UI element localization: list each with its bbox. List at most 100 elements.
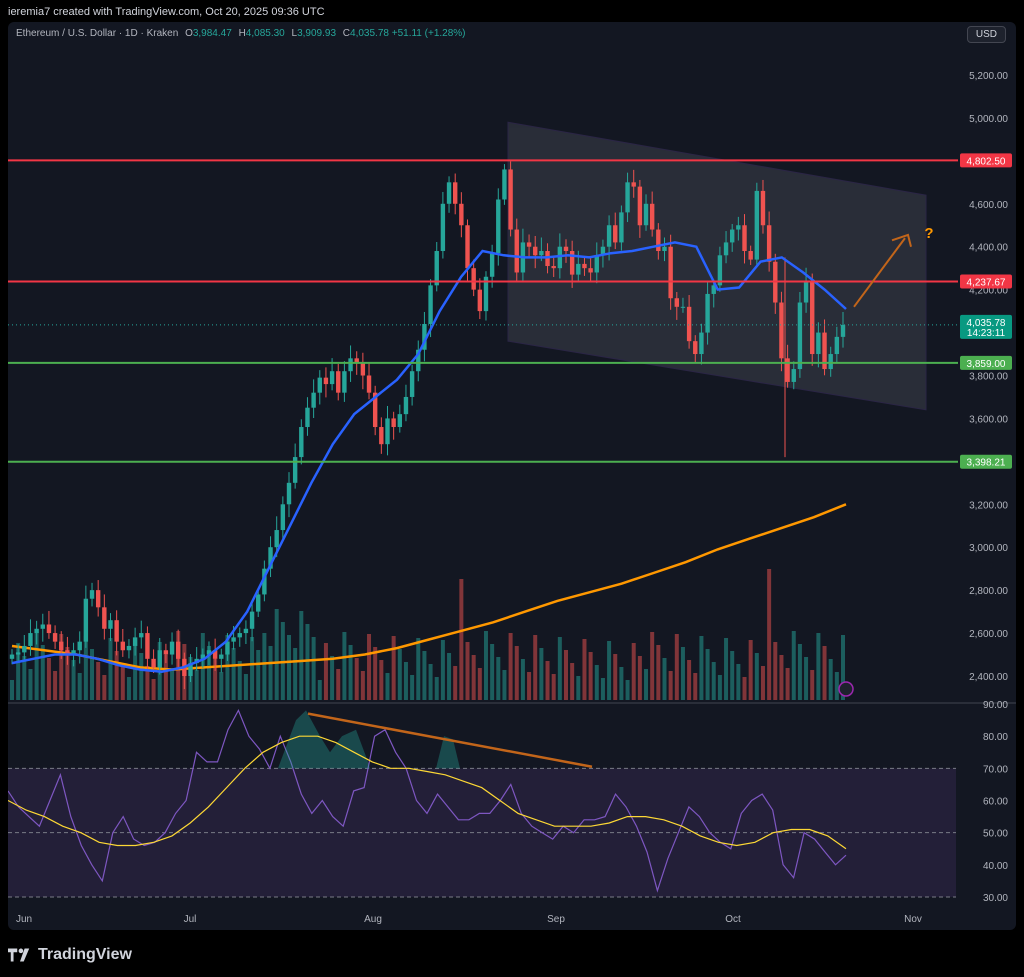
- volume-bar: [828, 659, 833, 700]
- candle-body: [785, 358, 790, 382]
- candle-body: [34, 628, 39, 634]
- candle-body: [299, 427, 304, 458]
- volume-bar: [496, 657, 501, 700]
- volume-bar: [724, 638, 729, 700]
- volume-bar: [804, 657, 809, 700]
- time-tick-label: Aug: [364, 914, 382, 925]
- last-price-tag: [960, 314, 1012, 339]
- rsi-tick-label: 30.00: [983, 893, 1008, 904]
- rsi-overbought-fill-2: [436, 736, 460, 769]
- price-tick-label: 2,800.00: [969, 586, 1008, 597]
- price-tick-label: 2,400.00: [969, 672, 1008, 683]
- candle-body: [219, 654, 224, 659]
- volume-bar: [570, 663, 575, 700]
- candle-body: [15, 652, 21, 655]
- high-label: H: [238, 28, 246, 39]
- volume-bar: [163, 655, 168, 700]
- candle-body: [539, 251, 544, 256]
- volume-bar: [459, 579, 464, 700]
- volume-bar: [662, 658, 667, 700]
- volume-bar: [600, 678, 605, 700]
- candle-body: [126, 645, 132, 651]
- currency-button[interactable]: USD: [966, 26, 1006, 43]
- candle-body: [668, 246, 673, 299]
- candle-body: [766, 225, 772, 262]
- volume-bar: [471, 655, 476, 700]
- rsi-moving-average-line: [8, 735, 847, 850]
- volume-bar: [22, 656, 27, 700]
- volume-bar: [502, 670, 507, 700]
- volume-bar: [594, 665, 599, 700]
- candle-body: [311, 392, 316, 408]
- time-tick-label: Jun: [16, 914, 32, 925]
- price-tick-label: 3,600.00: [969, 414, 1008, 425]
- volume-bar: [447, 653, 452, 700]
- candle-body: [631, 182, 636, 187]
- volume-bar: [816, 633, 821, 700]
- candle-body: [231, 637, 236, 642]
- candle-body: [477, 289, 483, 312]
- candle-body: [225, 641, 230, 655]
- candle-body: [810, 281, 815, 355]
- volume-bar: [71, 660, 76, 700]
- volume-bar: [40, 645, 45, 700]
- volume-bar: [237, 661, 242, 700]
- volume-bar: [311, 637, 316, 700]
- candle-body: [268, 547, 273, 569]
- candle-body: [594, 255, 599, 273]
- candle-body: [46, 624, 52, 634]
- candle-body: [428, 285, 433, 324]
- candle-body: [730, 229, 735, 243]
- volume-bar: [151, 679, 156, 700]
- candle-body: [262, 568, 267, 595]
- volume-bar: [330, 656, 335, 700]
- volume-bar: [317, 680, 322, 700]
- candle-body: [145, 633, 150, 659]
- volume-bar: [428, 664, 433, 700]
- event-flash-icon: [838, 681, 854, 697]
- candle-body: [705, 293, 710, 333]
- volume-bar: [841, 635, 845, 700]
- candle-body: [803, 281, 809, 303]
- volume-bar: [687, 660, 692, 700]
- candle-body: [292, 457, 298, 483]
- volume-bar: [717, 675, 722, 700]
- volume-bar: [527, 672, 532, 700]
- volume-bar: [508, 633, 513, 700]
- projection-arrow-head: [891, 233, 912, 247]
- candle-body: [77, 641, 82, 651]
- volume-bar: [822, 646, 827, 700]
- volume-bar: [231, 648, 236, 700]
- candle-body: [453, 182, 458, 204]
- chart-svg[interactable]: 5,200.005,000.004,800.004,600.004,400.00…: [8, 22, 1016, 930]
- candle-body: [65, 650, 70, 655]
- low-value: 3,909.93: [297, 28, 337, 39]
- volume-bar: [391, 636, 396, 700]
- volume-bar: [674, 634, 679, 700]
- candle-body: [366, 375, 372, 393]
- volume-bar: [53, 671, 58, 700]
- volume-bar: [206, 646, 211, 700]
- volume-bar: [385, 673, 390, 700]
- close-value: 4,035.78: [350, 28, 389, 39]
- candle-body: [465, 225, 470, 269]
- candle-body: [120, 641, 125, 651]
- candle-body: [526, 242, 532, 247]
- volume-bar: [133, 640, 138, 700]
- volume-bar: [416, 638, 421, 700]
- volume-bar: [576, 676, 581, 700]
- volume-bar: [28, 669, 33, 700]
- volume-bar: [760, 666, 765, 700]
- volume-bar: [582, 639, 587, 700]
- candle-body: [305, 407, 310, 428]
- volume-bar: [59, 634, 64, 700]
- volume-bar: [440, 640, 445, 700]
- volume-bar: [360, 671, 365, 700]
- price-tick-label: 4,600.00: [969, 200, 1008, 211]
- rsi-overbought-fill: [278, 710, 370, 769]
- rsi-tick-label: 60.00: [983, 797, 1008, 808]
- volume-bar: [631, 643, 636, 700]
- brand-name: TradingView: [38, 946, 132, 963]
- tradingview-logo-icon: [8, 948, 30, 962]
- chart-panel[interactable]: 5,200.005,000.004,800.004,600.004,400.00…: [8, 22, 1016, 930]
